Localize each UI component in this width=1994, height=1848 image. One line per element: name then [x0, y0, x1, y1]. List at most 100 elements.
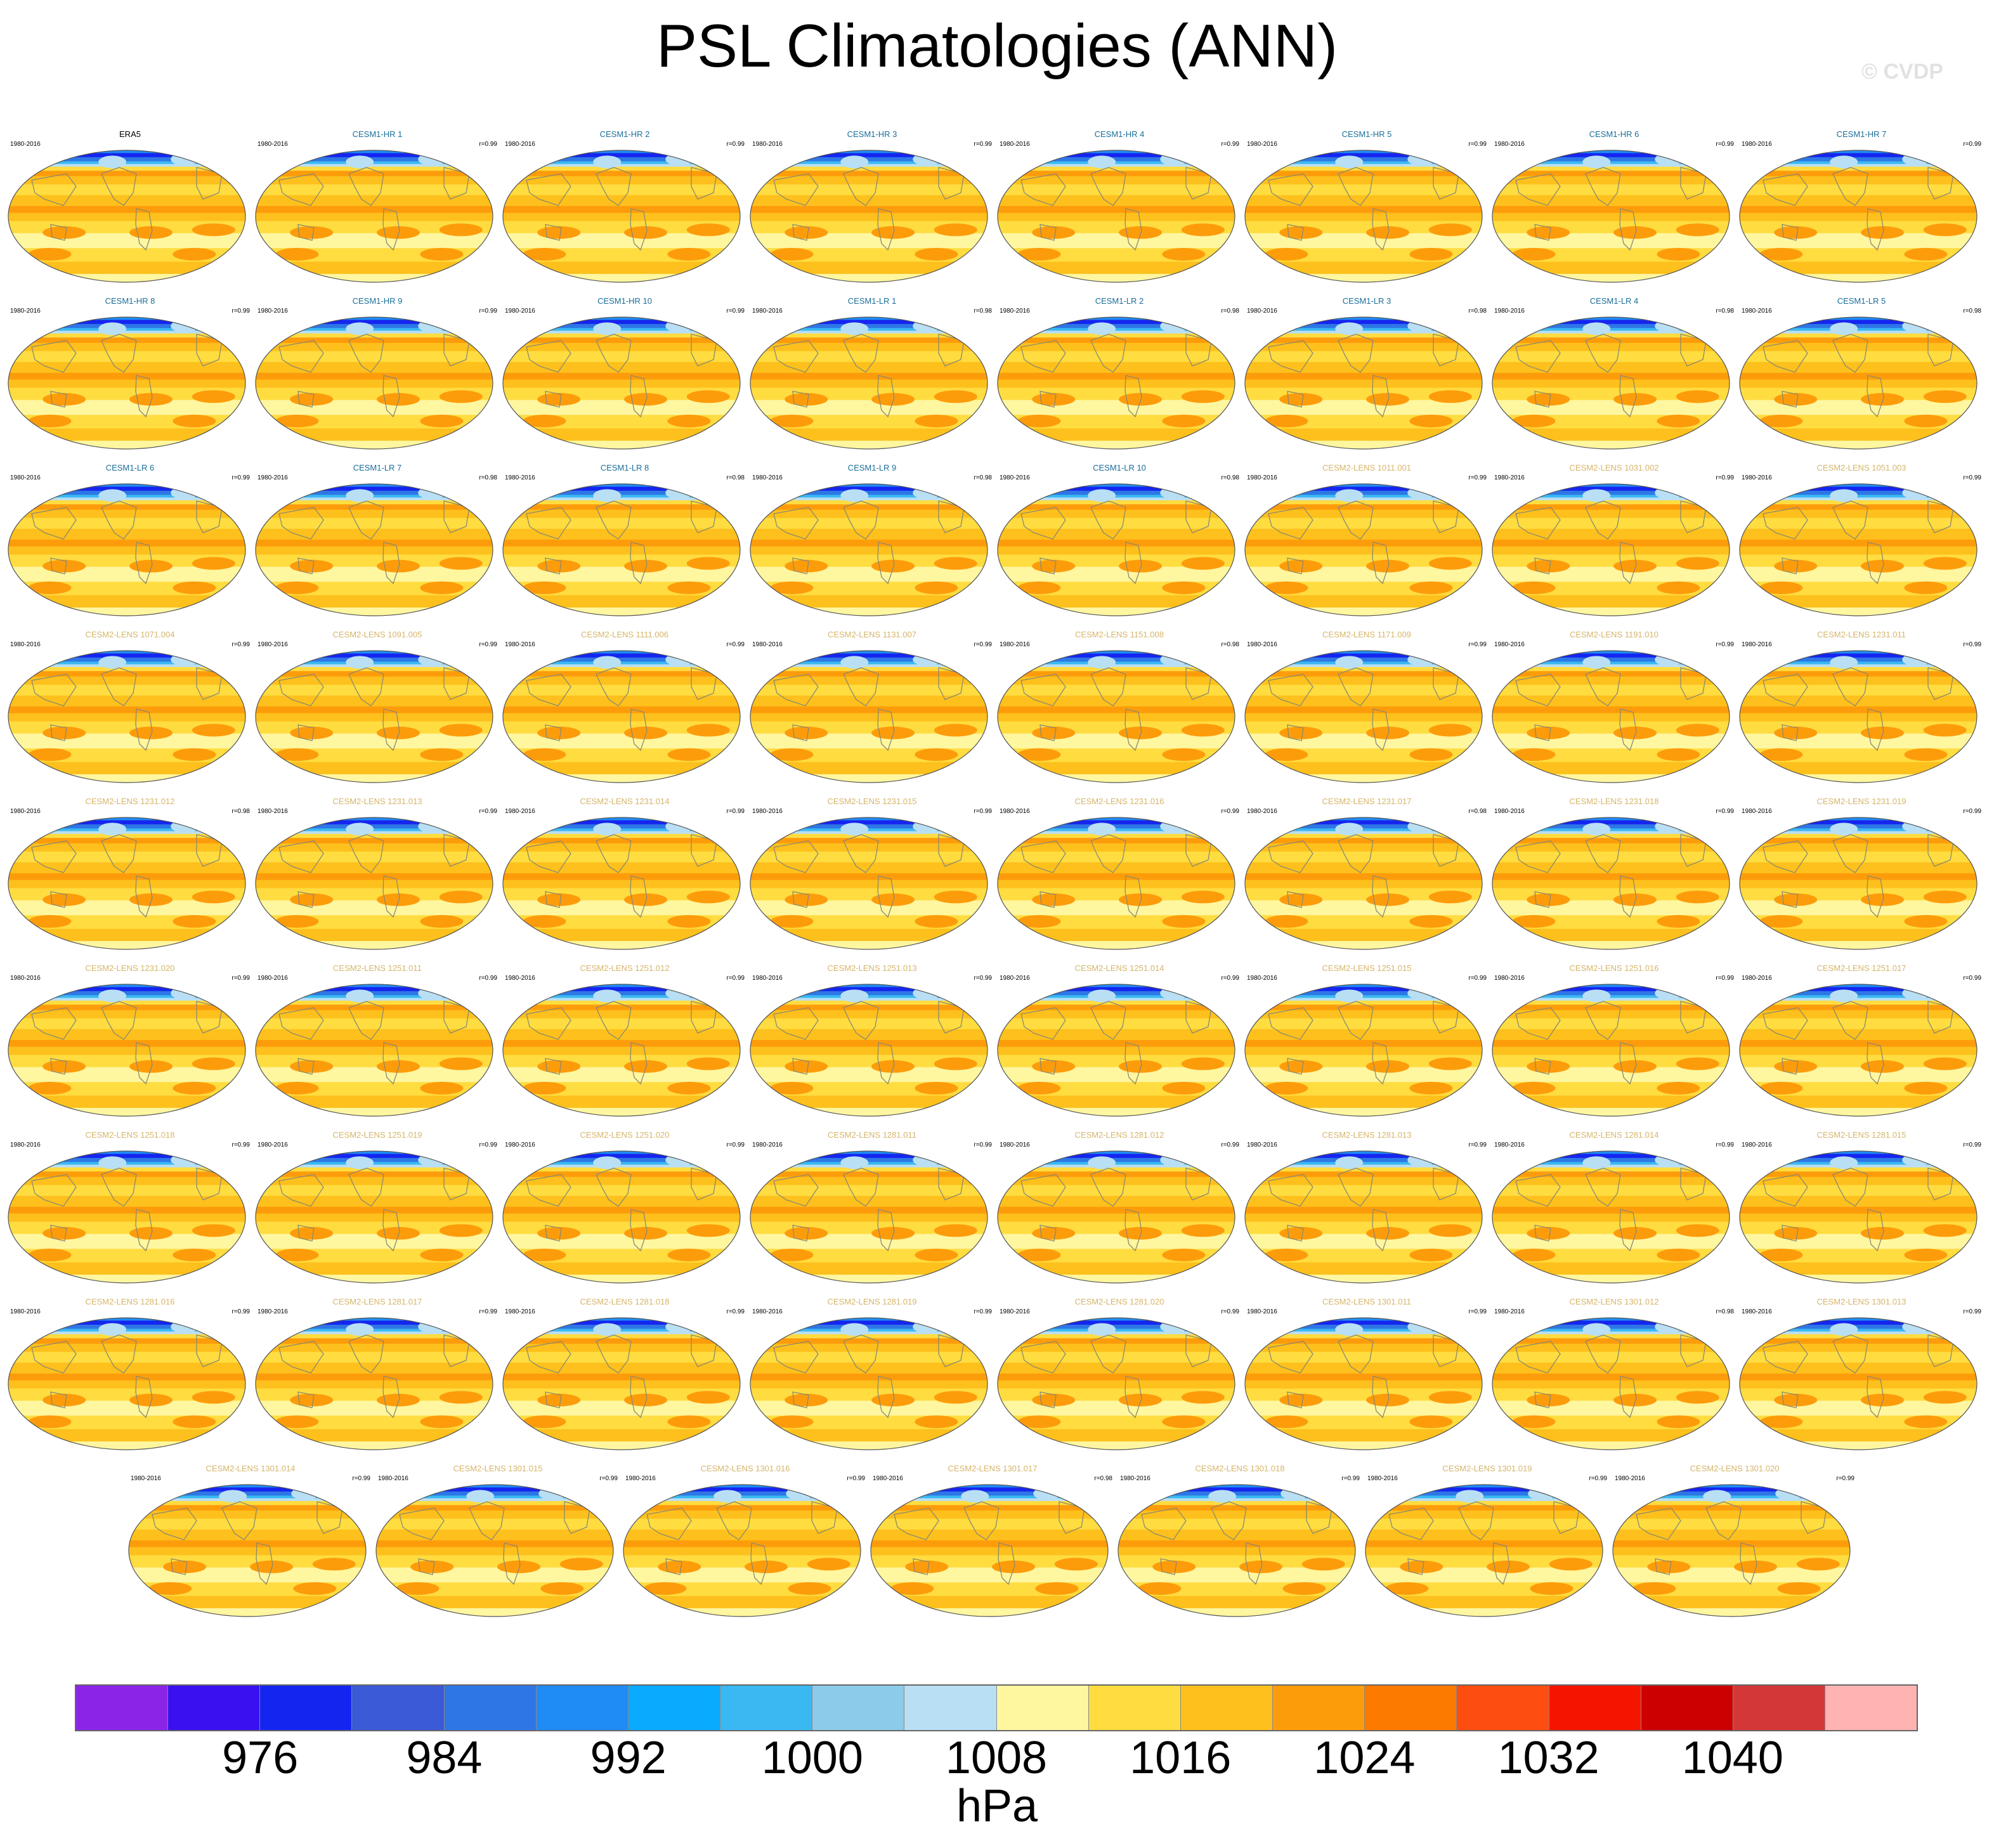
coastline: [469, 1501, 505, 1540]
low-pressure-cell: [840, 322, 869, 335]
pressure-band: [1245, 1151, 1482, 1154]
map-border: [750, 817, 988, 950]
colorbar-segment: [996, 1686, 1088, 1730]
panel-title: CESM2-LENS 1281.012: [1074, 1130, 1164, 1140]
coastline: [1268, 840, 1313, 873]
panel-title: CESM2-LENS 1251.015: [1322, 963, 1412, 973]
map-plot: [8, 984, 246, 1117]
pressure-band: [503, 528, 740, 540]
coastline: [1534, 1225, 1551, 1242]
coastline: [1867, 1376, 1884, 1419]
coastline: [1619, 875, 1637, 918]
high-pressure-cell: [1181, 724, 1225, 737]
pressure-band: [998, 1176, 1235, 1185]
pressure-band: [750, 497, 987, 500]
pressure-band: [623, 1539, 861, 1547]
high-pressure-cell: [1923, 557, 1967, 570]
pressure-band: [1740, 342, 1977, 351]
panel-correlation-label: r=0.99: [726, 975, 745, 982]
pressure-band: [998, 1337, 1235, 1344]
pressure-band: [503, 545, 740, 555]
pressure-band: [8, 1324, 245, 1329]
high-pressure-cell: [1162, 581, 1206, 594]
coastline: [1039, 1225, 1057, 1242]
high-pressure-cell: [871, 559, 915, 573]
pressure-band: [256, 1017, 493, 1029]
high-pressure-cell: [915, 914, 958, 928]
high-pressure-cell: [1119, 559, 1162, 573]
panel-years-label: 1980-2016: [1247, 474, 1277, 481]
panel-years-label: 1980-2016: [752, 1142, 783, 1148]
high-pressure-cell: [275, 247, 319, 261]
panel-correlation-label: r=0.98: [231, 808, 250, 815]
high-pressure-cell: [1162, 1081, 1206, 1095]
pressure-band: [1492, 1151, 1730, 1154]
colorbar-tick-label: 984: [406, 1733, 483, 1783]
high-pressure-cell: [439, 724, 483, 737]
high-pressure-cell: [1549, 1558, 1593, 1571]
pressure-band: [750, 986, 987, 991]
coastline: [1619, 1376, 1637, 1419]
map-panel: 1980-2016 CESM1-HR 5 r=0.99: [1243, 120, 1490, 287]
pressure-band: [8, 332, 245, 338]
high-pressure-cell: [785, 1227, 828, 1240]
low-pressure-cell: [1830, 489, 1858, 502]
pressure-band: [1740, 317, 1977, 320]
pressure-band: [1492, 319, 1730, 324]
pressure-band: [1245, 1153, 1482, 1158]
pressure-band: [1740, 1161, 1977, 1165]
map-panel: 1980-2016 CESM1-HR 3 r=0.99: [748, 120, 996, 287]
coastline: [773, 507, 819, 540]
high-pressure-cell: [1279, 226, 1323, 239]
high-pressure-cell: [1676, 1391, 1719, 1404]
high-pressure-cell: [1613, 893, 1657, 906]
pressure-band: [1492, 819, 1730, 824]
map-border: [502, 150, 741, 283]
pressure-band: [750, 1261, 987, 1275]
map-panel: 1980-2016 CESM2-LENS 1251.019 r=0.99: [254, 1121, 501, 1287]
pressure-band: [503, 861, 740, 873]
panel-years-label: 1980-2016: [257, 1308, 288, 1315]
pressure-band: [1245, 1372, 1482, 1381]
pressure-band: [1245, 342, 1482, 351]
coastline: [596, 667, 632, 706]
coastline: [348, 1168, 384, 1207]
coastline: [1338, 1334, 1374, 1374]
panel-correlation-label: r=0.98: [1094, 1475, 1112, 1482]
pressure-band: [998, 156, 1235, 162]
coastline: [31, 340, 77, 373]
pressure-band: [1492, 175, 1730, 185]
coastline: [1763, 1341, 1808, 1374]
coastline: [1388, 1507, 1434, 1540]
pressure-band: [750, 327, 987, 331]
pressure-band: [623, 1528, 861, 1540]
low-pressure-cell: [98, 489, 127, 502]
panel-title: CESM2-LENS 1281.020: [1074, 1297, 1164, 1306]
pressure-band: [1245, 705, 1482, 713]
pressure-band: [750, 337, 987, 343]
low-pressure-cell: [1582, 322, 1611, 335]
map-panel: 1980-2016 CESM1-LR 6 r=0.99: [6, 454, 254, 620]
pressure-band: [998, 984, 1235, 987]
coastline: [1515, 507, 1561, 540]
pressure-band: [8, 879, 245, 888]
panel-correlation-label: r=0.99: [1221, 808, 1239, 815]
high-pressure-cell: [785, 1060, 828, 1073]
pressure-band: [256, 830, 493, 834]
pressure-band: [998, 317, 1235, 320]
coastline: [1763, 673, 1808, 706]
pressure-band: [1492, 156, 1730, 162]
low-pressure-cell: [171, 486, 199, 500]
panel-years-label: 1980-2016: [10, 141, 41, 148]
pressure-band: [1245, 175, 1482, 185]
high-pressure-cell: [523, 581, 566, 594]
pressure-band: [1740, 828, 1977, 831]
coastline: [1763, 173, 1808, 206]
high-pressure-cell: [1366, 726, 1409, 739]
coastline: [792, 224, 809, 241]
panel-years-label: 1980-2016: [1742, 975, 1772, 982]
pressure-band: [8, 817, 245, 821]
map-panel: 1980-2016 ERA5: [6, 120, 254, 287]
pressure-band: [503, 261, 740, 274]
map-plot: [1244, 150, 1483, 283]
